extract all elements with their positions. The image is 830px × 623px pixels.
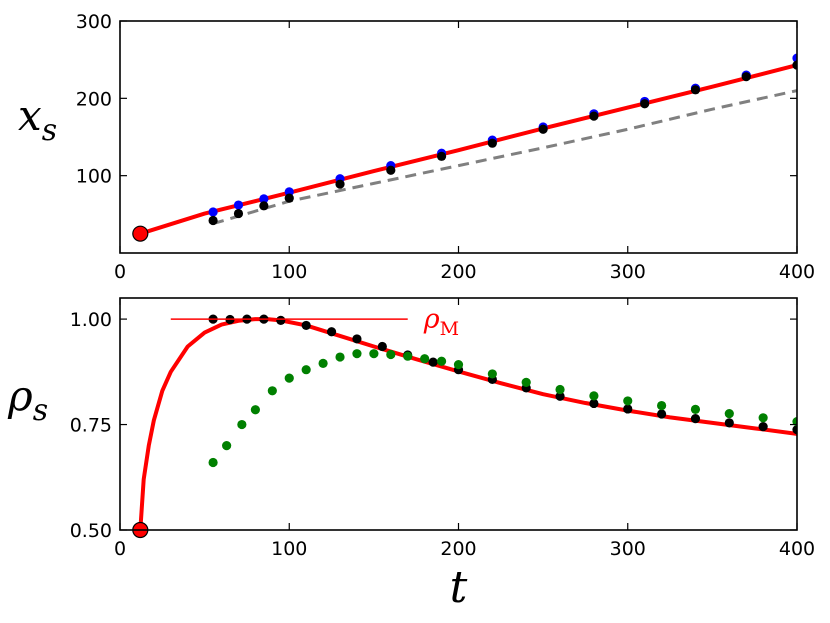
data-point xyxy=(487,138,497,148)
x-tick-label: 100 xyxy=(271,261,307,283)
data-point xyxy=(792,425,797,435)
y-tick-label: 1.00 xyxy=(70,309,112,331)
data-point xyxy=(208,457,218,468)
axes-frame xyxy=(119,20,798,254)
data-point xyxy=(428,357,438,367)
data-point xyxy=(792,60,797,70)
data-point xyxy=(487,369,497,379)
data-point xyxy=(792,53,797,63)
data-point xyxy=(301,365,311,375)
y-tick-label: 0.75 xyxy=(70,415,112,437)
data-point xyxy=(237,419,247,430)
solid-series-line xyxy=(139,63,797,236)
x-tick-label: 300 xyxy=(610,261,646,283)
data-point xyxy=(233,200,244,210)
data-point xyxy=(589,398,599,409)
data-point xyxy=(623,404,633,414)
reference-line-label: ρM xyxy=(423,304,459,340)
x-tick-label: 300 xyxy=(610,538,646,560)
top-panel-xs: 0 100 200 300 400 100 200 300 xs xyxy=(18,11,815,283)
x-tick-label: 200 xyxy=(440,261,476,283)
x-tick-label: 200 xyxy=(440,538,476,560)
y-axis-label: ρs xyxy=(7,371,48,428)
data-point xyxy=(386,349,396,360)
data-point xyxy=(377,341,387,352)
data-point xyxy=(555,384,565,395)
data-point xyxy=(352,334,362,344)
data-point xyxy=(589,391,599,401)
data-point xyxy=(623,396,633,406)
data-point xyxy=(758,422,768,432)
plot-area xyxy=(139,53,797,236)
data-point xyxy=(690,404,701,414)
data-point xyxy=(250,405,260,415)
data-point xyxy=(657,409,667,419)
data-point xyxy=(690,414,701,424)
start-marker xyxy=(132,225,149,242)
data-point xyxy=(690,85,701,95)
data-point xyxy=(657,400,667,411)
y-axis-label: xs xyxy=(18,91,57,148)
x-tick-label: 0 xyxy=(114,261,126,283)
data-point xyxy=(301,320,311,331)
data-point xyxy=(222,441,232,451)
solid-series-line xyxy=(138,317,797,530)
data-point xyxy=(403,351,413,361)
x-tick-label: 0 xyxy=(114,538,126,560)
y-tick-label: 0.50 xyxy=(70,520,112,542)
data-point xyxy=(521,377,531,387)
data-point xyxy=(792,416,797,427)
bottom-panel-rho: ρM 0 100 200 300 400 0.50 0.75 1.00 ρs t xyxy=(7,297,815,613)
data-point xyxy=(352,349,362,359)
dashed-series-line xyxy=(212,89,797,226)
plot-area xyxy=(138,314,797,530)
data-point xyxy=(259,201,269,211)
data-point xyxy=(436,151,447,161)
data-point xyxy=(420,354,430,364)
data-point xyxy=(284,373,294,383)
data-point xyxy=(326,327,337,337)
data-point xyxy=(453,360,464,370)
data-point xyxy=(386,165,396,175)
x-tick-label: 400 xyxy=(779,261,815,283)
data-point xyxy=(233,208,244,219)
x-axis-label: t xyxy=(450,562,468,613)
data-point xyxy=(589,111,599,121)
data-point xyxy=(741,72,751,82)
data-point xyxy=(724,418,734,428)
data-point xyxy=(284,193,294,203)
data-point xyxy=(335,179,345,189)
data-point xyxy=(208,207,218,217)
data-point xyxy=(555,391,565,401)
y-tick-label: 100 xyxy=(76,166,112,188)
data-point xyxy=(267,386,277,396)
data-point xyxy=(276,315,286,325)
x-tick-label: 100 xyxy=(271,538,307,560)
data-point xyxy=(640,99,650,109)
x-tick-label: 400 xyxy=(779,538,815,560)
data-point xyxy=(538,124,548,134)
y-tick-label: 200 xyxy=(76,88,112,110)
data-point xyxy=(724,408,734,419)
data-point xyxy=(318,358,328,368)
data-point xyxy=(335,352,345,362)
data-point xyxy=(758,413,768,423)
data-point xyxy=(436,356,447,366)
data-point xyxy=(208,215,218,226)
data-point xyxy=(369,349,379,359)
y-tick-label: 300 xyxy=(76,11,112,33)
data-point xyxy=(259,194,269,204)
